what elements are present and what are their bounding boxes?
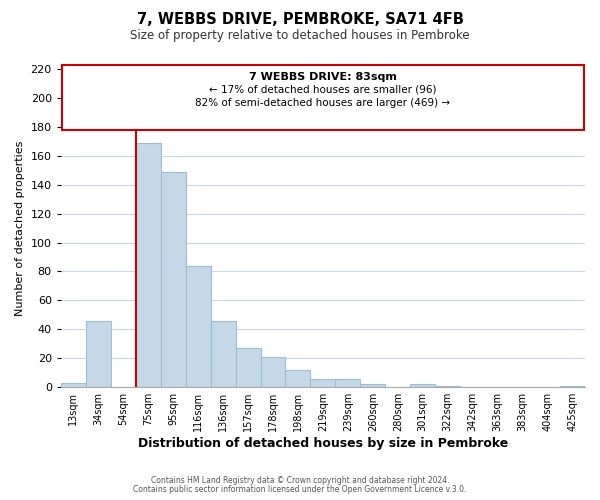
Bar (286, 370, 310, 387)
Text: 82% of semi-detached houses are larger (469) →: 82% of semi-detached houses are larger (… (196, 98, 451, 108)
X-axis label: Distribution of detached houses by size in Pembroke: Distribution of detached houses by size … (138, 437, 508, 450)
Bar (185, 266, 211, 387)
Bar (560, 386, 585, 387)
FancyBboxPatch shape (62, 64, 584, 130)
Y-axis label: Number of detached properties: Number of detached properties (15, 140, 25, 316)
Bar (236, 348, 260, 387)
Bar (310, 378, 335, 387)
Bar (86, 320, 111, 387)
Text: Contains HM Land Registry data © Crown copyright and database right 2024.: Contains HM Land Registry data © Crown c… (151, 476, 449, 485)
Text: Size of property relative to detached houses in Pembroke: Size of property relative to detached ho… (130, 29, 470, 42)
Bar (260, 357, 286, 387)
Text: ← 17% of detached houses are smaller (96): ← 17% of detached houses are smaller (96… (209, 85, 437, 95)
Bar (61, 383, 86, 387)
Bar (335, 378, 361, 387)
Bar (161, 172, 185, 387)
Bar (435, 386, 460, 387)
Bar (211, 320, 236, 387)
Text: Contains public sector information licensed under the Open Government Licence v.: Contains public sector information licen… (133, 485, 467, 494)
Bar (136, 143, 161, 387)
Bar (361, 384, 385, 387)
Text: 7 WEBBS DRIVE: 83sqm: 7 WEBBS DRIVE: 83sqm (249, 72, 397, 82)
Text: 7, WEBBS DRIVE, PEMBROKE, SA71 4FB: 7, WEBBS DRIVE, PEMBROKE, SA71 4FB (137, 12, 463, 28)
Bar (410, 384, 435, 387)
